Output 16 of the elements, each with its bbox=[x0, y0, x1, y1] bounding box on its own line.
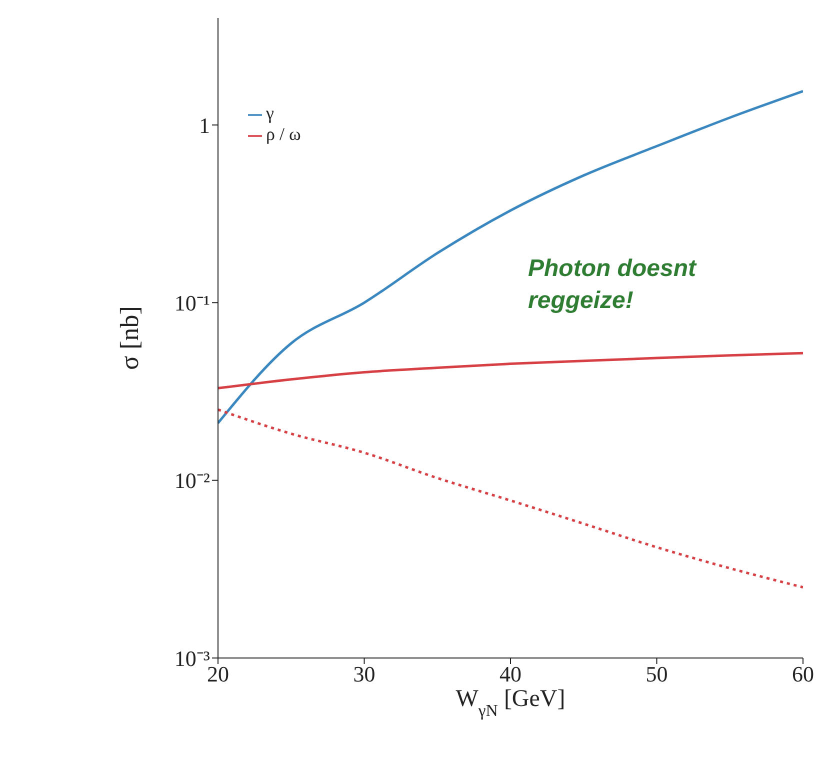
y-tick-label: 10⁻¹ bbox=[174, 290, 210, 316]
line-series bbox=[218, 352, 803, 390]
legend-label: ρ / ω bbox=[266, 124, 301, 144]
x-tick-label: 50 bbox=[646, 662, 668, 687]
y-tick-label: 1 bbox=[199, 112, 210, 138]
annotation: Photon doesnt reggeize! bbox=[528, 254, 698, 316]
x-axis-title: W$_{γN}$ [GeV] bbox=[456, 686, 566, 720]
line-series bbox=[218, 408, 803, 589]
x-tick-label: 30 bbox=[353, 662, 376, 687]
x-tick-label: 40 bbox=[500, 662, 522, 687]
y-axis-title: σ [nb] bbox=[115, 306, 144, 370]
x-tick-label: 60 bbox=[792, 662, 814, 687]
y-tick-label: 10⁻² bbox=[174, 468, 210, 494]
line-series bbox=[218, 90, 803, 424]
legend-label: γ bbox=[266, 103, 274, 123]
x-tick-label: 20 bbox=[207, 662, 229, 687]
